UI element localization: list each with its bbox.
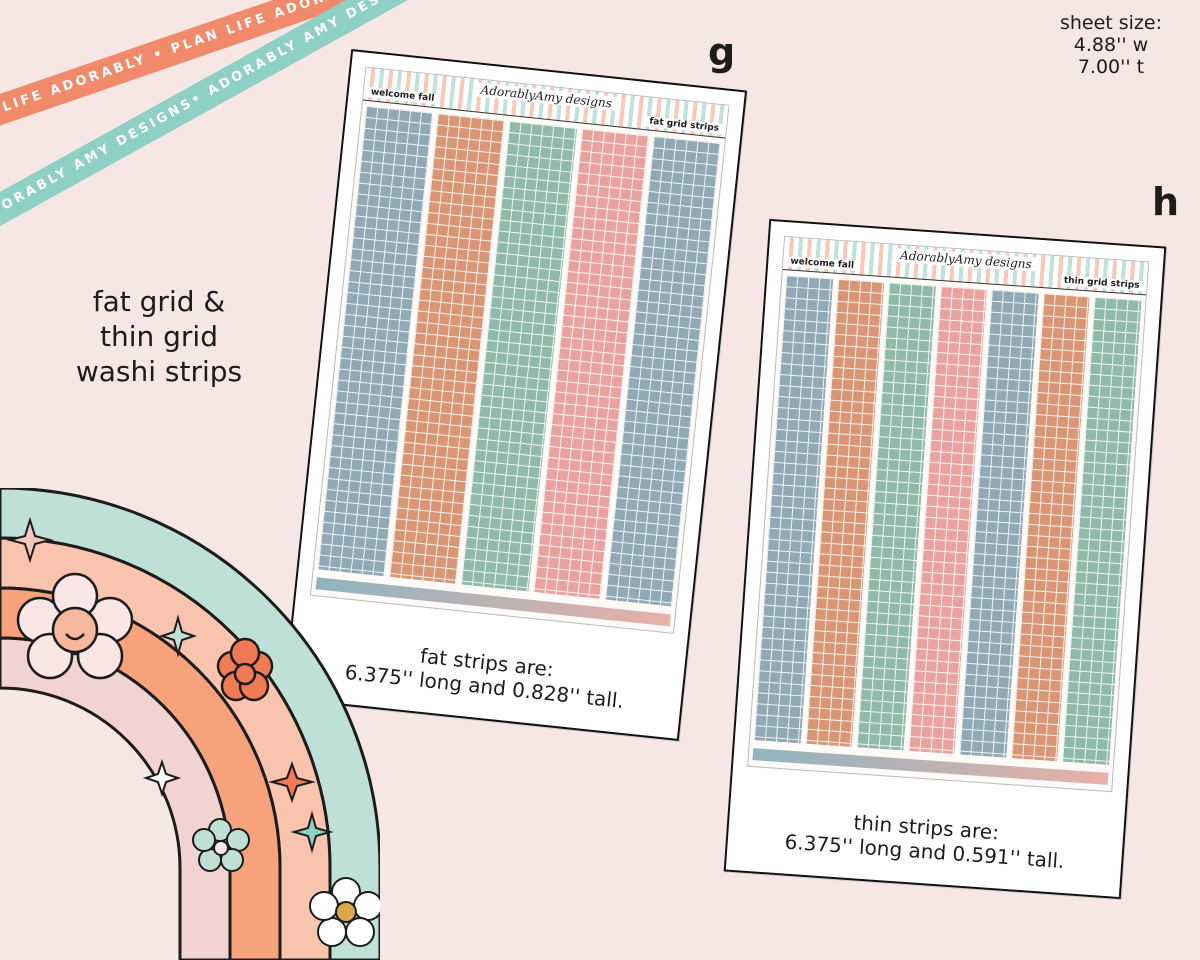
- flower-white-icon: [309, 877, 380, 947]
- heading-line-3: washi strips: [75, 355, 243, 388]
- sheet-tag-right: fat grid strips: [645, 116, 723, 135]
- sheet-tag-left: welcome fall: [787, 256, 858, 272]
- sheet-tag-right: thin grid strips: [1060, 275, 1143, 292]
- sheet-letter-g: g: [708, 30, 736, 74]
- sheet-size-label: sheet size:: [1059, 12, 1162, 34]
- sticker-sheet-card-h: welcome fall AdorablyAmy designs thin gr…: [723, 218, 1167, 900]
- strip-size-caption: thin strips are: 6.375'' long and 0.591'…: [727, 802, 1123, 877]
- product-heading: fat grid & thin grid washi strips: [64, 284, 254, 389]
- washi-strips: [753, 275, 1142, 765]
- flower-mint-icon: [192, 818, 250, 872]
- sheet-size-height: 7.00'' t: [1077, 56, 1145, 78]
- flower-orange-icon: [216, 637, 274, 702]
- sheet-letter-h: h: [1152, 180, 1180, 224]
- sparkle-icon: [6, 516, 334, 854]
- heading-line-1: fat grid &: [92, 285, 226, 318]
- sheet-size-info: sheet size: 4.88'' w 7.00'' t: [1060, 12, 1162, 78]
- sheet-size-width: 4.88'' w: [1073, 34, 1149, 56]
- sticker-sheet-h: welcome fall AdorablyAmy designs thin gr…: [747, 235, 1150, 793]
- brand-logo: AdorablyAmy designs: [476, 82, 617, 111]
- brand-logo: AdorablyAmy designs: [895, 247, 1037, 272]
- smiley-flower-icon: [16, 572, 134, 680]
- heading-line-2: thin grid: [100, 320, 218, 353]
- sheet-tag-left: welcome fall: [367, 86, 438, 105]
- rainbow-illustration: [0, 488, 380, 960]
